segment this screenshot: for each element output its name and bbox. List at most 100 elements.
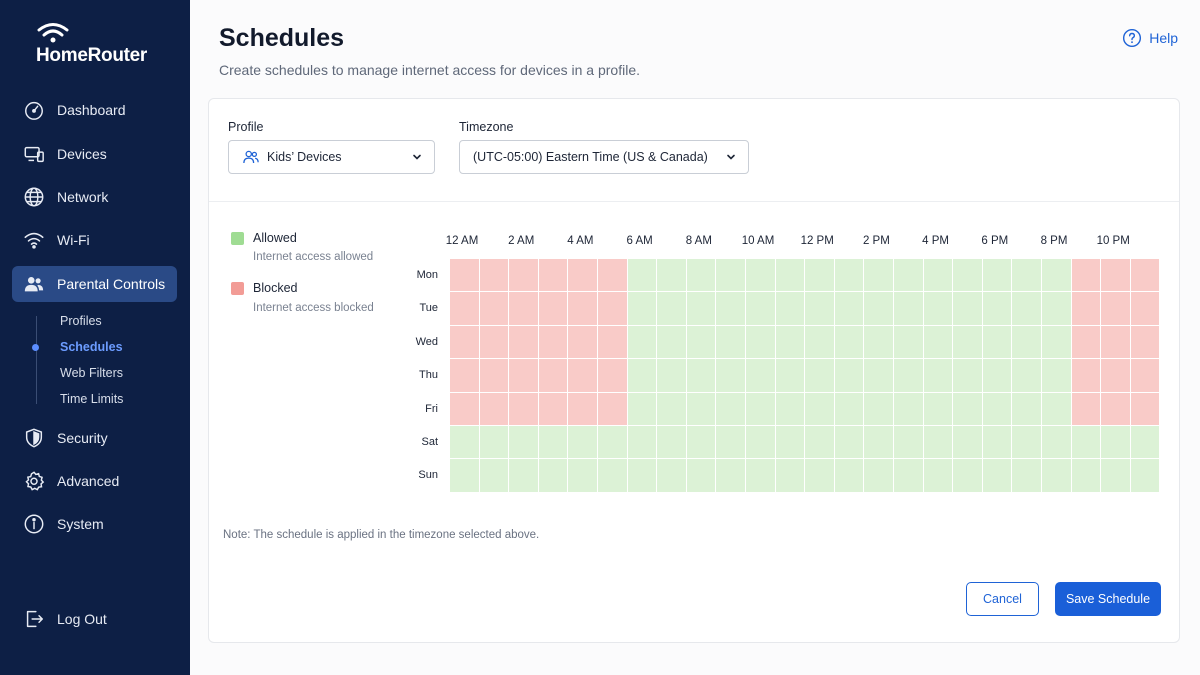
subnav-item-profiles[interactable]: Profiles (60, 314, 102, 328)
schedule-cell[interactable] (1130, 426, 1160, 459)
schedule-cell[interactable] (775, 392, 805, 425)
schedule-cell[interactable] (716, 325, 745, 359)
schedule-cell[interactable] (746, 259, 775, 292)
schedule-cell[interactable] (805, 392, 834, 425)
schedule-cell[interactable] (716, 459, 745, 492)
schedule-cell[interactable] (923, 426, 953, 459)
cancel-button[interactable]: Cancel (966, 582, 1039, 616)
schedule-cell[interactable] (479, 325, 509, 359)
schedule-cell[interactable] (1042, 292, 1071, 325)
schedule-cell[interactable] (864, 292, 893, 325)
schedule-cell[interactable] (1071, 259, 1101, 292)
schedule-cell[interactable] (450, 426, 479, 459)
schedule-cell[interactable] (805, 459, 834, 492)
schedule-cell[interactable] (686, 426, 716, 459)
schedule-cell[interactable] (1101, 426, 1130, 459)
schedule-cell[interactable] (450, 392, 479, 425)
schedule-cell[interactable] (834, 459, 864, 492)
schedule-cell[interactable] (1071, 392, 1101, 425)
schedule-cell[interactable] (657, 392, 686, 425)
schedule-cell[interactable] (864, 259, 893, 292)
sidebar-item-network[interactable]: Network (12, 179, 177, 215)
schedule-cell[interactable] (953, 426, 982, 459)
schedule-cell[interactable] (746, 359, 775, 392)
schedule-cell[interactable] (923, 292, 953, 325)
schedule-cell[interactable] (657, 292, 686, 325)
schedule-cell[interactable] (953, 292, 982, 325)
schedule-cell[interactable] (538, 292, 568, 325)
schedule-cell[interactable] (1130, 359, 1160, 392)
schedule-cell[interactable] (775, 259, 805, 292)
schedule-cell[interactable] (982, 459, 1012, 492)
schedule-cell[interactable] (1130, 325, 1160, 359)
schedule-cell[interactable] (746, 292, 775, 325)
schedule-cell[interactable] (894, 259, 923, 292)
logout-button[interactable]: Log Out (12, 601, 177, 637)
schedule-cell[interactable] (686, 392, 716, 425)
schedule-cell[interactable] (538, 426, 568, 459)
schedule-cell[interactable] (982, 259, 1012, 292)
schedule-cell[interactable] (864, 325, 893, 359)
schedule-cell[interactable] (450, 259, 479, 292)
schedule-cell[interactable] (805, 259, 834, 292)
schedule-cell[interactable] (509, 292, 538, 325)
schedule-cell[interactable] (894, 325, 923, 359)
schedule-cell[interactable] (834, 392, 864, 425)
schedule-cell[interactable] (1012, 259, 1041, 292)
schedule-cell[interactable] (450, 292, 479, 325)
schedule-cell[interactable] (598, 459, 627, 492)
schedule-cell[interactable] (1042, 426, 1071, 459)
schedule-cell[interactable] (627, 459, 657, 492)
subnav-item-web-filters[interactable]: Web Filters (60, 366, 123, 380)
schedule-cell[interactable] (775, 459, 805, 492)
schedule-cell[interactable] (746, 392, 775, 425)
schedule-cell[interactable] (864, 359, 893, 392)
schedule-cell[interactable] (509, 459, 538, 492)
schedule-cell[interactable] (450, 359, 479, 392)
schedule-cell[interactable] (894, 426, 923, 459)
schedule-cell[interactable] (775, 292, 805, 325)
schedule-cell[interactable] (834, 259, 864, 292)
schedule-cell[interactable] (657, 359, 686, 392)
sidebar-item-security[interactable]: Security (12, 420, 177, 456)
schedule-cell[interactable] (627, 426, 657, 459)
schedule-cell[interactable] (716, 392, 745, 425)
schedule-cell[interactable] (982, 426, 1012, 459)
timezone-select[interactable]: (UTC-05:00) Eastern Time (US & Canada) (459, 140, 749, 174)
schedule-cell[interactable] (686, 359, 716, 392)
sidebar-item-parental-controls[interactable]: Parental Controls (12, 266, 177, 302)
schedule-cell[interactable] (509, 359, 538, 392)
schedule-cell[interactable] (568, 259, 597, 292)
sidebar-item-system[interactable]: System (12, 506, 177, 542)
schedule-cell[interactable] (479, 426, 509, 459)
schedule-cell[interactable] (953, 259, 982, 292)
schedule-cell[interactable] (598, 359, 627, 392)
schedule-cell[interactable] (538, 459, 568, 492)
help-link[interactable]: Help (1122, 28, 1178, 48)
schedule-cell[interactable] (1042, 259, 1071, 292)
schedule-cell[interactable] (746, 426, 775, 459)
subnav-item-schedules[interactable]: Schedules (60, 340, 123, 354)
schedule-cell[interactable] (1101, 392, 1130, 425)
schedule-cell[interactable] (1101, 325, 1130, 359)
schedule-cell[interactable] (982, 325, 1012, 359)
schedule-cell[interactable] (568, 459, 597, 492)
brand-logo[interactable]: HomeRouter (36, 22, 156, 67)
schedule-cell[interactable] (1071, 459, 1101, 492)
schedule-cell[interactable] (1012, 359, 1041, 392)
schedule-cell[interactable] (479, 259, 509, 292)
schedule-cell[interactable] (509, 392, 538, 425)
schedule-cell[interactable] (923, 325, 953, 359)
schedule-cell[interactable] (686, 325, 716, 359)
schedule-cell[interactable] (1130, 292, 1160, 325)
profile-select[interactable]: Kids’ Devices (228, 140, 435, 174)
schedule-cell[interactable] (657, 259, 686, 292)
schedule-cell[interactable] (716, 292, 745, 325)
schedule-cell[interactable] (657, 325, 686, 359)
schedule-cell[interactable] (1042, 459, 1071, 492)
schedule-cell[interactable] (627, 292, 657, 325)
schedule-cell[interactable] (953, 325, 982, 359)
schedule-cell[interactable] (538, 392, 568, 425)
schedule-cell[interactable] (775, 325, 805, 359)
schedule-cell[interactable] (834, 359, 864, 392)
